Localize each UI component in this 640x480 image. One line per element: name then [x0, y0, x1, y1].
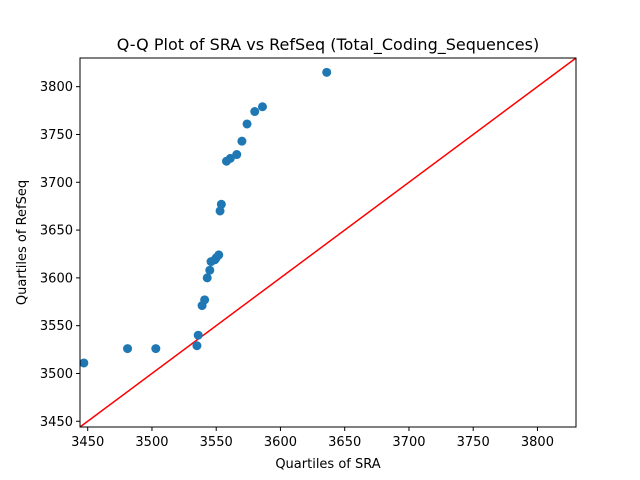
y-tick-label: 3800 [40, 80, 73, 95]
y-tick-label: 3500 [40, 367, 73, 382]
data-points [79, 67, 332, 368]
data-point [79, 358, 89, 368]
y-tick-label: 3700 [40, 176, 73, 191]
y-tick-label: 3750 [40, 128, 73, 143]
data-point [232, 150, 242, 160]
x-tick-label: 3650 [328, 435, 361, 450]
x-tick-label: 3550 [200, 435, 233, 450]
data-point [250, 107, 260, 117]
y-tick-label: 3450 [40, 415, 73, 430]
y-axis-ticks: 3450 3500 3550 3600 3650 3700 3750 3800 [40, 80, 80, 430]
data-point [192, 341, 202, 351]
y-tick-label: 3650 [40, 224, 73, 239]
chart-title: Q-Q Plot of SRA vs RefSeq (Total_Coding_… [117, 35, 539, 55]
data-point [193, 330, 203, 340]
x-tick-label: 3450 [71, 435, 104, 450]
data-point [216, 199, 226, 209]
data-point [202, 273, 212, 283]
data-point [242, 119, 252, 129]
reference-line [79, 57, 577, 428]
x-tick-label: 3500 [135, 435, 168, 450]
data-point [151, 344, 161, 354]
x-tick-label: 3700 [392, 435, 425, 450]
plot-area [79, 57, 577, 428]
data-point [123, 344, 133, 354]
plot-frame [79, 57, 577, 428]
data-point [215, 206, 225, 216]
data-point [200, 295, 210, 305]
data-point [214, 250, 224, 260]
x-tick-label: 3600 [264, 435, 297, 450]
y-tick-label: 3550 [40, 319, 73, 334]
data-point [237, 136, 247, 146]
y-axis-label: Quartiles of RefSeq [15, 180, 30, 305]
x-axis-label: Quartiles of SRA [275, 457, 380, 472]
data-point [257, 102, 267, 112]
y-tick-label: 3600 [40, 271, 73, 286]
x-tick-label: 3800 [521, 435, 554, 450]
data-point [205, 265, 215, 275]
x-tick-label: 3750 [457, 435, 490, 450]
data-point [322, 67, 332, 77]
x-axis-ticks: 3450 3500 3550 3600 3650 3700 3750 3800 [71, 427, 554, 450]
reference-line-group [79, 57, 577, 428]
